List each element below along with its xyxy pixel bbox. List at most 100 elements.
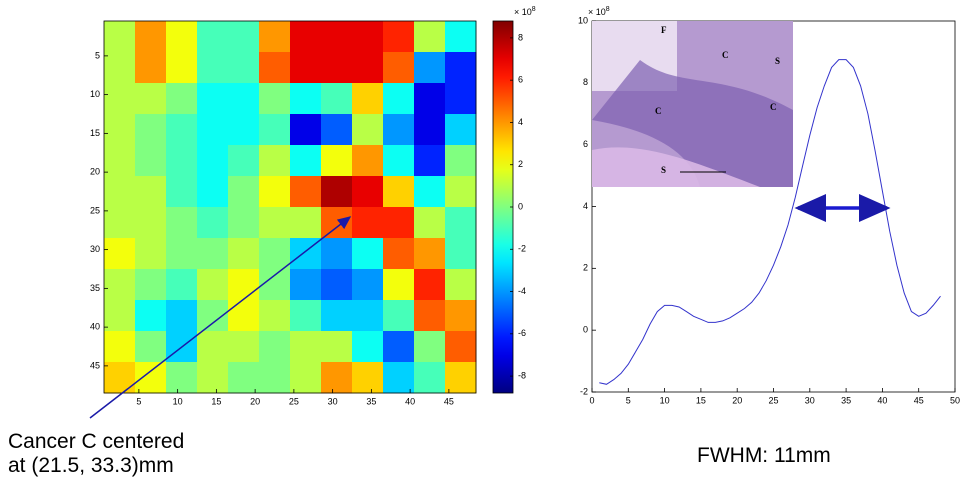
inset-stroma [592, 147, 760, 187]
heatmap-cell [166, 145, 198, 177]
heatmap-cell [259, 238, 291, 270]
heatmap-cell [228, 300, 260, 332]
inset-label: C [770, 102, 777, 112]
heatmap-cell [445, 52, 477, 84]
heatmap-cell [135, 83, 167, 115]
heatmap-cell [228, 52, 260, 84]
heatmap-cell [383, 269, 415, 301]
heatmap-cell [290, 176, 322, 208]
heatmap-cell [445, 331, 477, 363]
heatmap-cell [259, 114, 291, 146]
heatmap-cell [414, 331, 446, 363]
inset-label: F [661, 25, 667, 35]
y-tick-label: 45 [90, 360, 100, 370]
heatmap-cell [104, 21, 136, 53]
heatmap-cell [383, 83, 415, 115]
heatmap-cell [445, 207, 477, 239]
colorbar-tick-label: 6 [518, 75, 523, 85]
heatmap-cell [259, 145, 291, 177]
y-tick-label: 8 [583, 77, 588, 87]
heatmap-cell [166, 176, 198, 208]
heatmap-cell [228, 114, 260, 146]
heatmap-cell [352, 331, 384, 363]
heatmap-cell [197, 269, 229, 301]
x-tick-label: 10 [660, 395, 670, 405]
heatmap-cell [135, 331, 167, 363]
plot-frame [103, 20, 477, 394]
x-tick-label: 30 [805, 395, 815, 405]
heatmap-cell [228, 176, 260, 208]
heatmap-cell [290, 207, 322, 239]
heatmap-cell [445, 145, 477, 177]
heatmap-cell [104, 269, 136, 301]
x-tick-label: 20 [732, 395, 742, 405]
heatmap-cell [104, 83, 136, 115]
heatmap-cell [104, 52, 136, 84]
y-tick-label: 25 [90, 205, 100, 215]
heatmap-cell [104, 362, 136, 394]
heatmap-cell [414, 362, 446, 394]
annotation: at (21.5, 33.3)mm [8, 454, 174, 477]
heatmap-cell [321, 176, 353, 208]
heatmap-cell [321, 114, 353, 146]
y-tick-label: 10 [90, 89, 100, 99]
heatmap-cell [321, 83, 353, 115]
colorbar-tick-label: -2 [518, 244, 526, 254]
heatmap-cell [259, 269, 291, 301]
heatmap-cell [197, 83, 229, 115]
heatmap-cell [166, 114, 198, 146]
x-tick-label: 0 [589, 395, 594, 405]
heatmap-panel: 5 10 15 20 25 30 35 40 4551015202530354045-8-6-4… [8, 6, 536, 477]
heatmap-cell [321, 52, 353, 84]
heatmap-cell [166, 52, 198, 84]
heatmap-cell [259, 176, 291, 208]
heatmap-cell [259, 362, 291, 394]
y-tick-label: 2 [583, 263, 588, 273]
y-tick-label: 0 [583, 325, 588, 335]
heatmap-cell [166, 362, 198, 394]
heatmap-cell [414, 145, 446, 177]
colorbar-tick-label: -4 [518, 286, 526, 296]
heatmap-cell [104, 207, 136, 239]
heatmap-cell [197, 52, 229, 84]
heatmap-cell [445, 238, 477, 270]
heatmap-cell [197, 300, 229, 332]
heatmap-cell [383, 207, 415, 239]
heatmap-cell [166, 269, 198, 301]
heatmap-cell [228, 21, 260, 53]
heatmap-cell [290, 269, 322, 301]
heatmap-cell [197, 145, 229, 177]
heatmap-cell [197, 238, 229, 270]
heatmap-cell [135, 362, 167, 394]
heatmap-cell [290, 83, 322, 115]
heatmap-cell [197, 21, 229, 53]
heatmap-cell [228, 83, 260, 115]
heatmap-cell [104, 238, 136, 270]
heatmap-cell [290, 300, 322, 332]
heatmap-cell [135, 207, 167, 239]
y-tick-label: 40 [90, 322, 100, 332]
heatmap-cell [228, 238, 260, 270]
heatmap-cell [321, 145, 353, 177]
x-tick-label: 45 [914, 395, 924, 405]
heatmap-cell [445, 21, 477, 53]
heatmap-cell [290, 21, 322, 53]
heatmap-cell [321, 238, 353, 270]
y-tick-label: 4 [583, 201, 588, 211]
colorbar-tick-label: -8 [518, 370, 526, 380]
heatmap-cell [383, 238, 415, 270]
heatmap-cell [197, 176, 229, 208]
heatmap-cell [352, 145, 384, 177]
heatmap-cell [321, 300, 353, 332]
heatmap-cell [352, 362, 384, 394]
heatmap-cell [352, 83, 384, 115]
heatmap-cell [104, 114, 136, 146]
x-tick-label: 25 [768, 395, 778, 405]
axis-scale-label: × 108 [514, 6, 536, 18]
colorbar-tick-label: 2 [518, 159, 523, 169]
heatmap-cell [383, 300, 415, 332]
x-tick-label: 15 [696, 395, 706, 405]
annotation: FWHM: 11mm [697, 444, 831, 467]
y-tick-label: 15 [90, 128, 100, 138]
inset-image: F C S C C S [592, 21, 793, 187]
